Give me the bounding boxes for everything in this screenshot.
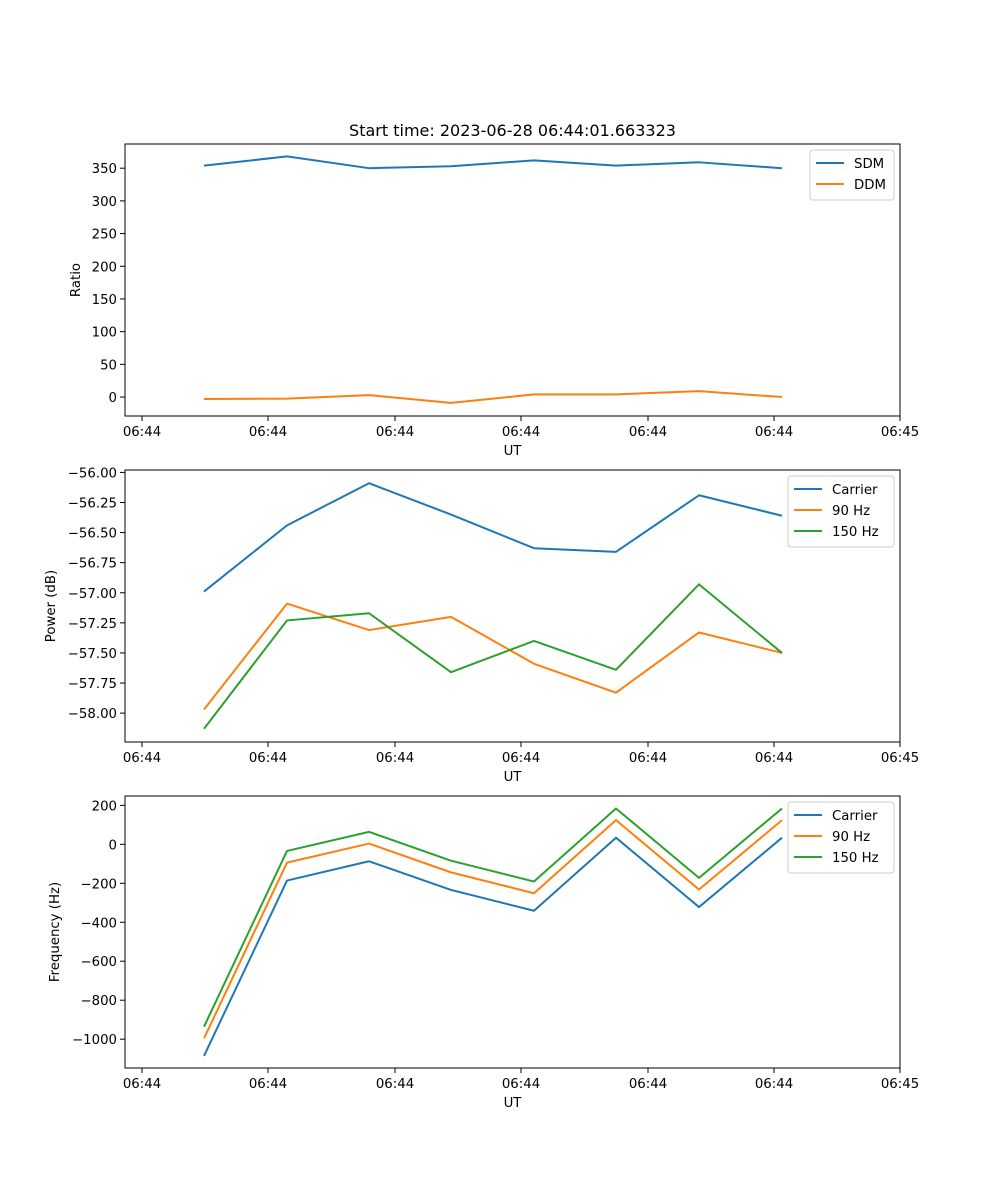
legend-entry: Carrier [832, 483, 878, 498]
y-tick-label: −57.25 [68, 617, 117, 632]
legend-entry: 150 Hz [832, 525, 879, 540]
x-axis-label: UT [504, 444, 523, 459]
y-tick-label: 350 [92, 162, 117, 177]
x-tick-label: 06:44 [755, 751, 793, 766]
series-line-sdm [203, 155, 783, 170]
y-tick-label: −56.75 [68, 557, 117, 572]
y-tick-label: 200 [92, 260, 117, 275]
x-tick-label: 06:44 [755, 425, 793, 440]
x-tick-label: 06:44 [629, 751, 667, 766]
x-tick-label: 06:44 [502, 425, 540, 440]
x-tick-label: 06:44 [123, 1077, 161, 1092]
legend-entry: Carrier [832, 809, 878, 824]
x-tick-label: 06:44 [376, 751, 414, 766]
y-tick-label: 50 [100, 358, 117, 373]
x-tick-label: 06:44 [249, 1077, 287, 1092]
legend-entry: SDM [854, 157, 884, 172]
plot-frame [124, 469, 901, 743]
y-tick-label: −57.00 [68, 587, 117, 602]
y-tick-label: −800 [80, 994, 117, 1009]
y-tick-label: −400 [80, 916, 117, 931]
x-tick-label: 06:44 [755, 1077, 793, 1092]
x-tick-label: 06:44 [376, 425, 414, 440]
y-tick-label: −200 [80, 877, 117, 892]
series-line-ddm [203, 390, 783, 404]
series-line-90-hz [203, 819, 783, 1039]
series-line-150-hz [203, 807, 783, 1028]
legend-entry: DDM [854, 178, 886, 193]
y-tick-label: 300 [92, 195, 117, 210]
y-tick-label: −56.50 [68, 527, 117, 542]
series-line-carrier [203, 836, 783, 1057]
x-tick-label: 06:44 [249, 425, 287, 440]
y-tick-label: −1000 [72, 1033, 117, 1048]
x-tick-label: 06:44 [249, 751, 287, 766]
plot-frame [124, 795, 901, 1069]
legend: Carrier 90 Hz 150 Hz [787, 801, 895, 874]
x-axis-label: UT [504, 770, 523, 785]
charts-container: 06:44 06:44 06:44 06:44 06:44 06:44 06:45 0 50 10… [44, 143, 919, 1111]
x-tick-label: 06:44 [502, 1077, 540, 1092]
y-tick-label: −600 [80, 955, 117, 970]
legend: SDM DDM [809, 149, 895, 201]
x-tick-label: 06:45 [881, 751, 919, 766]
x-tick-label: 06:44 [123, 425, 161, 440]
x-tick-label: 06:45 [881, 425, 919, 440]
y-tick-label: 200 [92, 799, 117, 814]
y-tick-label: 150 [92, 293, 117, 308]
chart-panel-1: 06:44 06:44 06:44 06:44 06:44 06:44 06:45 0 50 10… [69, 143, 919, 459]
chart-panel-2: 06:44 06:44 06:44 06:44 06:44 06:44 06:45 −56.0… [44, 466, 919, 785]
x-tick-label: 06:44 [376, 1077, 414, 1092]
series-line-90-hz [203, 602, 783, 711]
x-tick-label: 06:44 [629, 1077, 667, 1092]
legend-entry: 90 Hz [832, 830, 870, 845]
y-tick-label: 250 [92, 228, 117, 243]
y-tick-label: −57.50 [68, 647, 117, 662]
chart-panel-3: 06:44 06:44 06:44 06:44 06:44 06:44 06:45 −1000… [48, 795, 919, 1111]
y-tick-label: 100 [92, 326, 117, 341]
series-line-carrier [203, 482, 783, 593]
legend-entry: 150 Hz [832, 851, 879, 866]
x-tick-label: 06:44 [502, 751, 540, 766]
figure-title: Start time: 2023-06-28 06:44:01.663323 [349, 121, 676, 140]
x-tick-label: 06:44 [629, 425, 667, 440]
y-tick-label: −56.00 [68, 466, 117, 481]
y-axis-label: Frequency (Hz) [48, 882, 63, 982]
x-tick-label: 06:45 [881, 1077, 919, 1092]
y-tick-label: 0 [109, 838, 117, 853]
y-axis-label: Ratio [69, 263, 84, 297]
plot-frame [124, 143, 901, 417]
y-axis-label: Power (dB) [44, 570, 59, 642]
y-tick-label: 0 [109, 391, 117, 406]
series-line-150-hz [203, 583, 783, 730]
y-tick-label: −56.25 [68, 496, 117, 511]
legend-box [787, 801, 895, 874]
y-tick-label: −58.00 [68, 707, 117, 722]
legend: Carrier 90 Hz 150 Hz [787, 475, 895, 548]
legend-entry: 90 Hz [832, 504, 870, 519]
y-tick-label: −57.75 [68, 677, 117, 692]
x-axis-label: UT [504, 1096, 523, 1111]
legend-box [787, 475, 895, 548]
x-tick-label: 06:44 [123, 751, 161, 766]
